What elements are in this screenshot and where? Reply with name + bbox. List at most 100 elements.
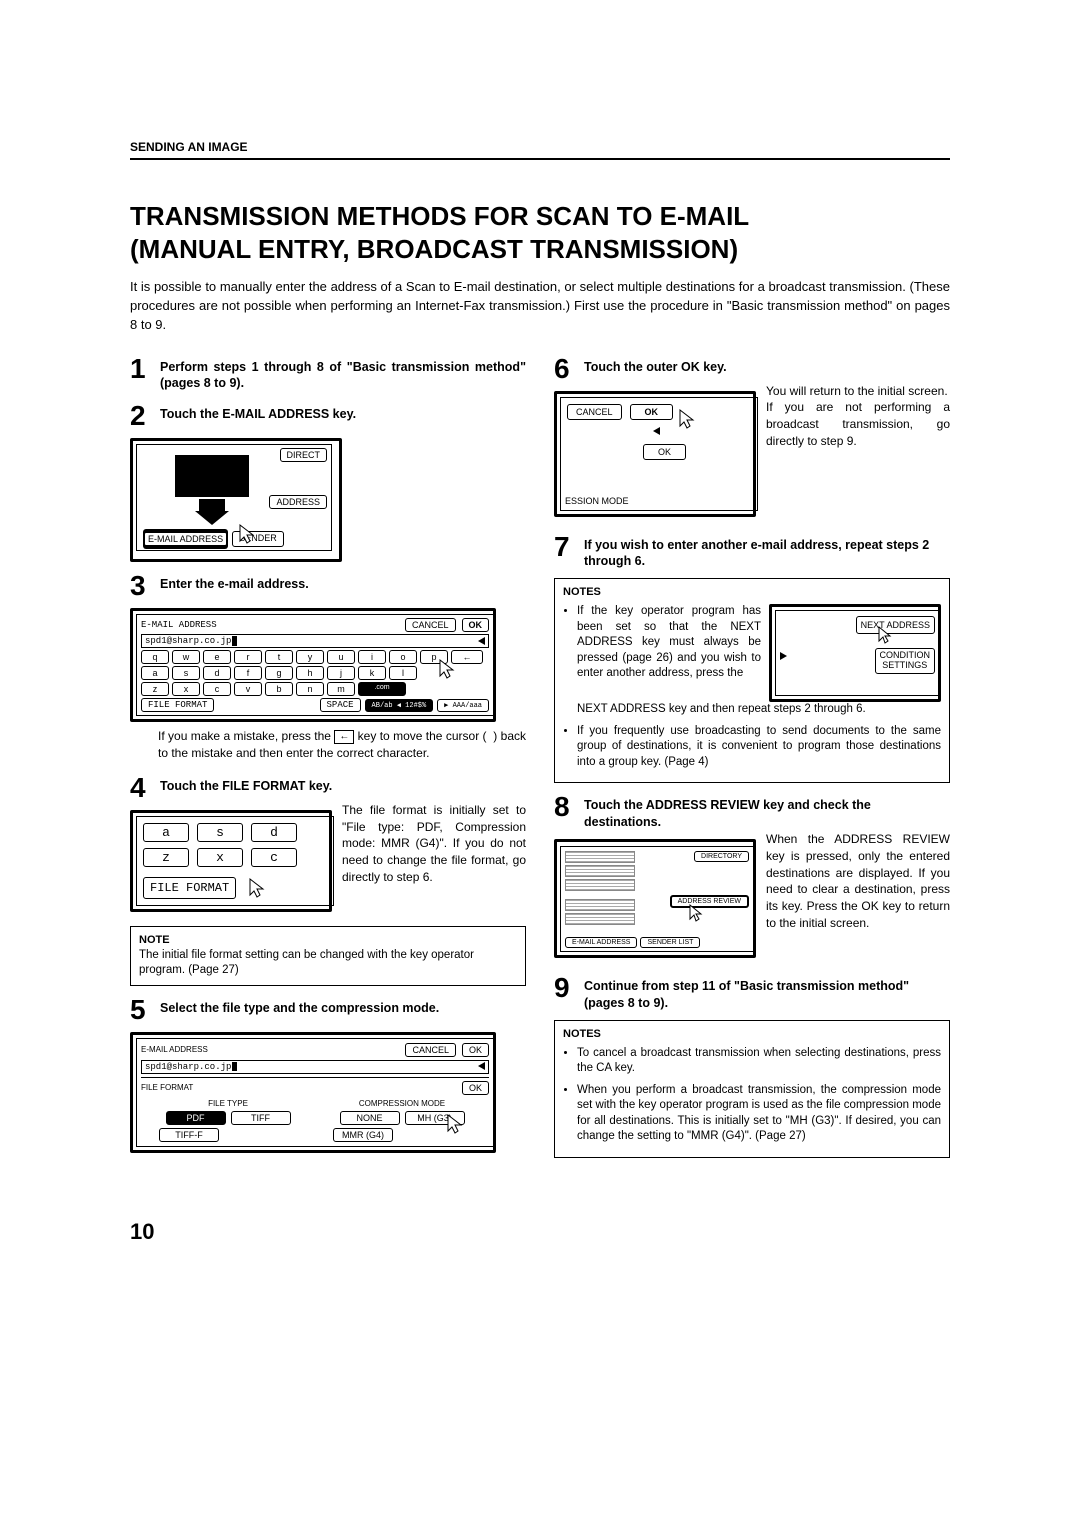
key[interactable]: l: [389, 666, 417, 680]
tiff-btn[interactable]: TIFF: [231, 1111, 291, 1125]
mmr-btn[interactable]: MMR (G4): [333, 1128, 393, 1142]
address-btn[interactable]: ADDRESS: [269, 495, 327, 509]
space-key[interactable]: SPACE: [320, 698, 361, 712]
file-format-btn[interactable]: FILE FORMAT: [141, 698, 214, 712]
fig-step6: CANCEL OK OK ESSION MODE: [554, 391, 756, 517]
ok-outer-btn[interactable]: OK: [630, 404, 674, 420]
step-head: Select the file type and the compression…: [160, 996, 439, 1024]
notes-step9: NOTES To cancel a broadcast transmission…: [554, 1020, 950, 1158]
key[interactable]: q: [141, 650, 169, 664]
key[interactable]: t: [265, 650, 293, 664]
key[interactable]: e: [203, 650, 231, 664]
entry-field[interactable]: spd1@sharp.co.jp: [145, 1062, 231, 1072]
step-num: 5: [130, 996, 154, 1024]
step3-body: If you make a mistake, press the ← key t…: [130, 728, 526, 762]
key[interactable]: x: [172, 682, 200, 696]
step-head: Perform steps 1 through 8 of "Basic tran…: [160, 355, 526, 393]
back-arrow-icon[interactable]: [478, 637, 485, 645]
cursor-icon: [876, 625, 896, 645]
page-title: TRANSMISSION METHODS FOR SCAN TO E-MAIL …: [130, 200, 950, 265]
sender-list-btn[interactable]: SENDER LIST: [640, 937, 700, 948]
step-head: Continue from step 11 of "Basic transmis…: [584, 974, 950, 1012]
note-step4: NOTE The initial file format setting can…: [130, 926, 526, 986]
cancel-btn[interactable]: CANCEL: [405, 618, 456, 632]
step-3: 3 Enter the e-mail address.: [130, 572, 526, 600]
cancel-btn[interactable]: CANCEL: [567, 404, 622, 420]
key[interactable]: h: [296, 666, 324, 680]
key[interactable]: d: [203, 666, 231, 680]
ok-inner-btn[interactable]: OK: [462, 1081, 489, 1095]
key[interactable]: s: [197, 823, 243, 842]
fig-step2: DIRECT ADDRESS E-MAIL ADDRESS SENDER: [130, 438, 526, 562]
cursor-icon: [237, 523, 259, 545]
note7-intro: If the key operator program has been set…: [577, 604, 761, 682]
note9-b1: To cancel a broadcast transmission when …: [577, 1046, 941, 1077]
ok-inner-btn[interactable]: OK: [643, 444, 686, 460]
pdf-btn[interactable]: PDF: [166, 1111, 226, 1125]
case-toggle[interactable]: AB/ab ◀ 12#$%: [365, 699, 434, 712]
mode-key[interactable]: .com: [358, 682, 406, 696]
cursor-icon: [247, 877, 269, 899]
note7-after: NEXT ADDRESS key and then repeat steps 2…: [577, 702, 941, 718]
step-head: Touch the ADDRESS REVIEW key and check t…: [584, 793, 950, 831]
aaa-btn[interactable]: ▶ AAA/aaa: [437, 699, 489, 712]
address-review-btn[interactable]: ADDRESS REVIEW: [670, 895, 749, 908]
key[interactable]: v: [234, 682, 262, 696]
key[interactable]: m: [327, 682, 355, 696]
key[interactable]: z: [143, 848, 189, 867]
label: E-MAIL ADDRESS: [141, 1045, 208, 1054]
key[interactable]: n: [296, 682, 324, 696]
key[interactable]: d: [251, 823, 297, 842]
mode-label: ESSION MODE: [565, 496, 629, 506]
email-address-btn[interactable]: E-MAIL ADDRESS: [143, 531, 228, 547]
condition-settings-btn[interactable]: CONDITION SETTINGS: [875, 648, 936, 674]
key[interactable]: a: [143, 823, 189, 842]
back-arrow-icon: [653, 427, 660, 435]
cancel-btn[interactable]: CANCEL: [405, 1043, 456, 1057]
key[interactable]: g: [265, 666, 293, 680]
step-num: 9: [554, 974, 578, 1012]
fig-step3: E-MAIL ADDRESS CANCEL OK spd1@sharp.co.j…: [130, 608, 526, 722]
key[interactable]: w: [172, 650, 200, 664]
entry-field[interactable]: spd1@sharp.co.jp: [145, 636, 231, 646]
key[interactable]: z: [141, 682, 169, 696]
ok-btn[interactable]: OK: [462, 1043, 489, 1057]
note-body: The initial file format setting can be c…: [139, 948, 517, 979]
cursor-icon: [437, 658, 459, 680]
step-num: 2: [130, 402, 154, 430]
fig-note7: NEXT ADDRESS CONDITION SETTINGS: [769, 604, 941, 702]
fwd-arrow-icon: [780, 652, 787, 660]
key[interactable]: y: [296, 650, 324, 664]
ok-btn[interactable]: OK: [462, 618, 490, 632]
key[interactable]: c: [203, 682, 231, 696]
key[interactable]: j: [327, 666, 355, 680]
none-btn[interactable]: NONE: [340, 1111, 400, 1125]
key[interactable]: b: [265, 682, 293, 696]
cursor-icon: [445, 1113, 467, 1135]
back-key-icon: ←: [334, 730, 354, 744]
key[interactable]: u: [327, 650, 355, 664]
email-address-btn[interactable]: E-MAIL ADDRESS: [565, 937, 637, 948]
key[interactable]: r: [234, 650, 262, 664]
directory-btn[interactable]: DIRECTORY: [694, 851, 749, 862]
kbd-row3: z x c v b n m .com: [141, 682, 489, 696]
key[interactable]: f: [234, 666, 262, 680]
key[interactable]: s: [172, 666, 200, 680]
key[interactable]: x: [197, 848, 243, 867]
step-head: Touch the FILE FORMAT key.: [160, 774, 332, 802]
key[interactable]: a: [141, 666, 169, 680]
page-number: 10: [130, 1219, 950, 1245]
key[interactable]: i: [358, 650, 386, 664]
intro-paragraph: It is possible to manually enter the add…: [130, 278, 950, 335]
key[interactable]: k: [358, 666, 386, 680]
step-num: 4: [130, 774, 154, 802]
direct-btn[interactable]: DIRECT: [280, 448, 328, 462]
label: FILE FORMAT: [141, 1083, 193, 1092]
back-arrow-icon: [478, 1062, 485, 1070]
key[interactable]: c: [251, 848, 297, 867]
step-5: 5 Select the file type and the compressi…: [130, 996, 526, 1024]
label: COMPRESSION MODE: [315, 1099, 489, 1108]
file-format-btn[interactable]: FILE FORMAT: [143, 877, 236, 899]
tifff-btn[interactable]: TIFF-F: [159, 1128, 219, 1142]
key[interactable]: o: [389, 650, 417, 664]
